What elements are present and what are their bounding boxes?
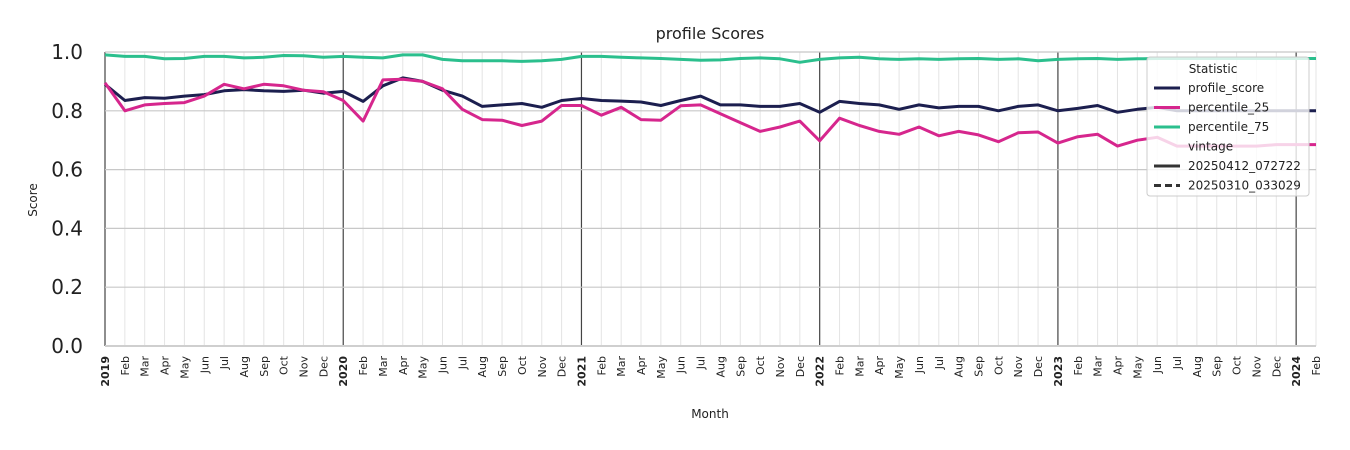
x-tick-month-label: Aug [953,356,966,377]
x-tick-month-label: Apr [1111,356,1124,376]
x-tick-month-label: Oct [1231,355,1244,375]
x-tick-year-label: 2021 [575,356,588,387]
x-tick-month-label: Sep [1211,356,1224,377]
x-tick-month-label: Mar [139,356,152,377]
x-tick-year-label: 2019 [99,356,112,387]
x-tick-month-label: Aug [238,356,251,377]
x-tick-month-label: Mar [377,356,390,377]
x-tick-month-label: Oct [992,355,1005,375]
x-tick-year-label: 2020 [337,356,350,387]
x-tick-month-label: Nov [1012,356,1025,378]
x-tick-month-label: Feb [357,356,370,375]
x-tick-year-label: 2023 [1052,356,1065,387]
x-tick-month-label: Nov [774,356,787,378]
x-tick-month-label: Dec [556,356,569,377]
x-tick-month-label: Jul [1171,356,1184,370]
x-axis-label: Month [691,407,729,421]
x-tick-month-label: Jul [456,356,469,370]
y-tick-label: 0.0 [51,334,83,358]
x-tick-month-label: Sep [258,356,271,377]
x-tick-month-label: Dec [1270,356,1283,377]
x-tick-month-label: Nov [298,356,311,378]
x-tick-month-label: Apr [873,356,886,376]
y-tick-label: 1.0 [51,40,83,64]
x-tick-month-label: Mar [615,356,628,377]
x-tick-month-label: Sep [496,356,509,377]
x-axis-ticks: 2019 Feb Mar Apr May Jun Jul Aug Sep Oct Nov Dec 202… [99,355,1323,386]
chart-title: profile Scores [656,24,765,43]
x-tick-month-label: May [1131,356,1144,379]
legend: Statistic profile_score percentile_25perc… [1146,56,1310,197]
legend-entry-label: percentile_25 [1188,101,1269,115]
x-tick-year-label: 2024 [1290,356,1303,387]
x-tick-month-label: Feb [1072,356,1085,375]
y-axis-label: Score [26,183,40,217]
y-tick-label: 0.8 [51,99,83,123]
x-tick-month-label: Aug [476,356,489,377]
legend-title: Statistic [1189,62,1238,76]
legend-entry-label: profile_score [1188,81,1264,95]
x-tick-month-label: Jul [695,356,708,370]
x-tick-month-label: Jun [436,356,449,374]
grid [104,51,1317,347]
x-tick-month-label: Sep [973,356,986,377]
x-tick-month-label: Jun [198,356,211,374]
x-tick-month-label: Feb [119,356,132,375]
x-tick-month-label: Oct [516,355,529,375]
x-tick-month-label: May [417,356,430,379]
x-tick-month-label: Dec [317,356,330,377]
x-tick-month-label: Jun [675,356,688,374]
series-lines [103,53,1316,148]
x-tick-month-label: Apr [635,356,648,376]
legend-entry-label: percentile_75 [1188,120,1269,134]
series-line-percentile_25 [103,77,1316,148]
x-tick-month-label: Sep [734,356,747,377]
x-tick-month-label: Aug [1191,356,1204,377]
x-tick-month-label: Oct [278,355,291,375]
x-tick-month-label: Mar [853,356,866,377]
x-tick-month-label: Aug [714,356,727,377]
x-tick-month-label: May [655,356,668,379]
x-tick-month-label: Feb [595,356,608,375]
legend-section-header: vintage [1188,140,1233,154]
x-tick-month-label: Nov [1250,356,1263,378]
x-tick-year-label: 2022 [814,356,827,387]
x-tick-month-label: Jun [913,356,926,374]
y-tick-label: 0.2 [51,275,83,299]
legend-entry-label: 20250310_033029 [1188,179,1301,193]
x-tick-month-label: Apr [159,356,172,376]
x-tick-month-label: Feb [834,356,847,375]
x-tick-month-label: Apr [397,356,410,376]
x-tick-month-label: Feb [1310,356,1323,375]
series-line-percentile_75 [104,53,1316,64]
x-tick-month-label: Jun [1151,356,1164,374]
x-tick-month-label: Jul [218,356,231,370]
x-tick-month-label: Oct [754,355,767,375]
x-tick-month-label: Mar [1092,356,1105,377]
x-tick-month-label: May [893,356,906,379]
x-tick-month-label: Nov [536,356,549,378]
y-axis-ticks: 0.0 0.2 0.4 0.6 0.8 1.0 [51,40,83,358]
y-tick-label: 0.4 [51,216,83,240]
legend-entry-label: 20250412_072722 [1188,159,1301,173]
x-tick-month-label: May [178,356,191,379]
x-tick-month-label: Dec [794,356,807,377]
series-line-profile_score [104,76,1316,114]
x-tick-month-label: Dec [1032,356,1045,377]
legend-box [1146,56,1310,197]
x-tick-month-label: Jul [933,356,946,370]
y-tick-label: 0.6 [51,158,83,182]
